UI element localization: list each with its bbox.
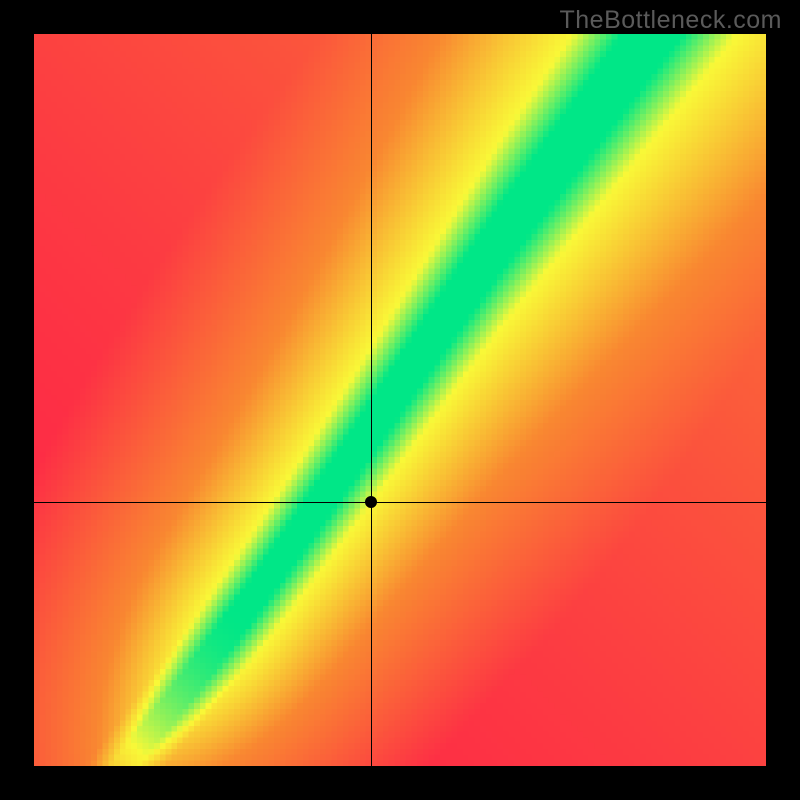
chart-container: TheBottleneck.com bbox=[0, 0, 800, 800]
crosshair-horizontal-line bbox=[34, 502, 766, 503]
crosshair-vertical-line bbox=[371, 34, 372, 766]
heatmap-plot bbox=[34, 34, 766, 766]
heatmap-canvas bbox=[34, 34, 766, 766]
crosshair-marker-dot bbox=[365, 496, 377, 508]
watermark-text: TheBottleneck.com bbox=[560, 6, 783, 35]
